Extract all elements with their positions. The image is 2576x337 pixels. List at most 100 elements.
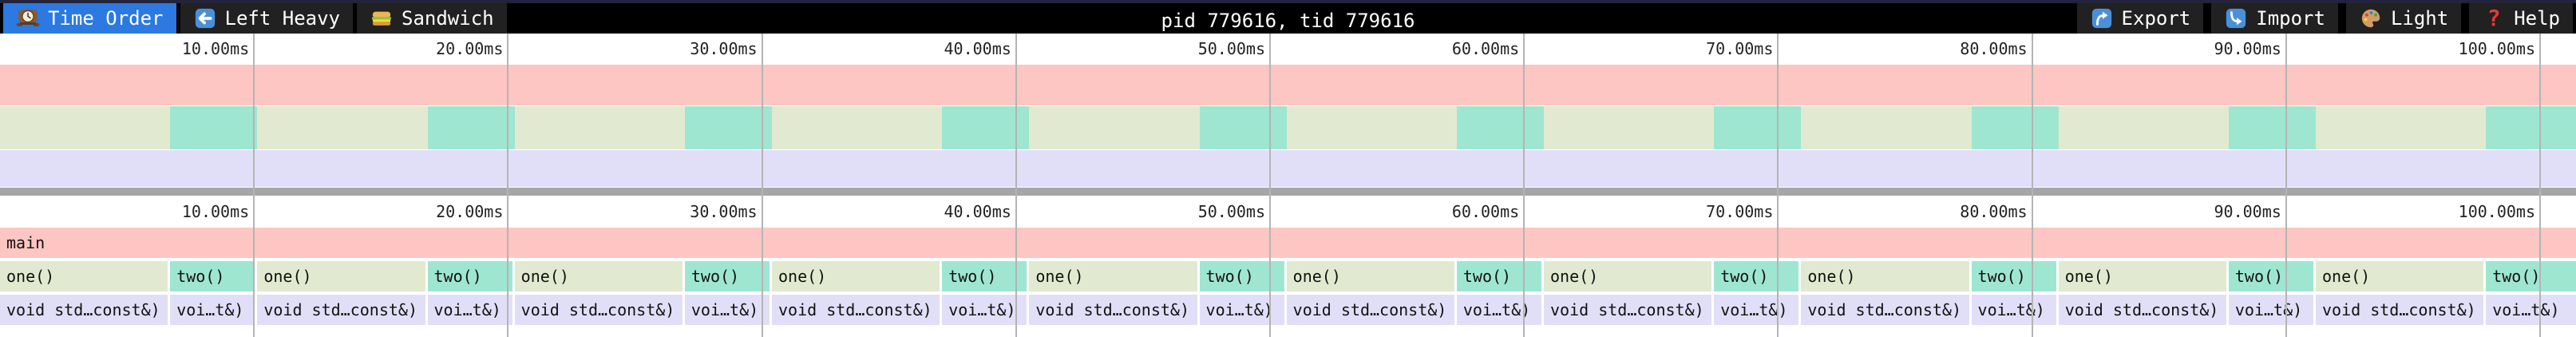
minimap-frame[interactable] — [2058, 150, 2229, 187]
minimap-frame[interactable] — [0, 150, 171, 187]
minimap-frame[interactable] — [1544, 106, 1715, 149]
flame-frame[interactable]: void std…const&) — [2058, 295, 2226, 325]
minimap-frame[interactable] — [2228, 150, 2317, 187]
minimap-frame[interactable] — [427, 150, 515, 187]
minimap-frame[interactable] — [772, 150, 943, 187]
flame-frame[interactable]: voi…t&) — [2486, 295, 2576, 325]
theme-toggle-button[interactable]: Light — [2345, 3, 2462, 34]
minimap-frame[interactable] — [2316, 106, 2487, 149]
flame-frame[interactable]: voi…t&) — [1714, 295, 1799, 325]
flame-frame[interactable]: one() — [1286, 261, 1454, 291]
minimap-frame[interactable] — [2058, 106, 2229, 149]
minimap-frame[interactable] — [1029, 150, 1200, 187]
minimap-frame[interactable] — [427, 106, 515, 149]
flame-frame[interactable]: void std…const&) — [1544, 295, 1712, 325]
export-button[interactable]: Export — [2076, 3, 2204, 34]
tick-label: 20.00ms — [436, 39, 504, 58]
minimap-frame[interactable] — [1714, 106, 1802, 149]
minimap-frame[interactable] — [170, 106, 258, 149]
flame-frame[interactable]: void std…const&) — [1286, 295, 1454, 325]
flame-frame[interactable]: voi…t&) — [427, 295, 512, 325]
import-button[interactable]: Import — [2211, 3, 2338, 34]
flame-frame[interactable]: one() — [257, 261, 425, 291]
help-button[interactable]: ? Help — [2469, 3, 2573, 34]
flame-frame[interactable]: voi…t&) — [942, 295, 1027, 325]
flame-frame[interactable]: one() — [2316, 261, 2484, 291]
minimap-frame[interactable] — [684, 106, 772, 149]
flame-frame[interactable]: voi…t&) — [1199, 295, 1284, 325]
minimap-depth-row — [0, 106, 2576, 150]
flame-frame[interactable]: voi…t&) — [170, 295, 255, 325]
flame-frame[interactable]: two() — [1199, 261, 1284, 291]
flame-frame[interactable]: two() — [942, 261, 1027, 291]
minimap-frame[interactable] — [1456, 150, 1545, 187]
flame-frame[interactable]: two() — [170, 261, 255, 291]
tick-label: 80.00ms — [1960, 202, 2028, 221]
minimap-frame[interactable] — [1029, 106, 1200, 149]
minimap-frame[interactable] — [942, 150, 1030, 187]
tab-time-order[interactable]: Time Order — [3, 3, 176, 34]
minimap-frame[interactable] — [1971, 150, 2059, 187]
minimap-frame[interactable] — [1199, 106, 1287, 149]
minimap-frame[interactable] — [257, 150, 428, 187]
tick-label: 90.00ms — [2214, 39, 2281, 58]
minimap-frame[interactable] — [2486, 106, 2576, 149]
flame-frame[interactable]: one() — [514, 261, 683, 291]
flame-frame[interactable]: one() — [772, 261, 940, 291]
flame-frame[interactable]: two() — [1714, 261, 1799, 291]
tab-sandwich[interactable]: Sandwich — [357, 3, 507, 34]
minimap-frame[interactable] — [1286, 106, 1457, 149]
flame-frame[interactable]: two() — [2486, 261, 2576, 291]
flamechart[interactable]: main one() two() one() two() one() two() one() t… — [0, 228, 2576, 337]
flame-frame[interactable]: voi…t&) — [684, 295, 770, 325]
minimap-frame[interactable] — [514, 106, 685, 149]
flame-frame[interactable]: one() — [2058, 261, 2226, 291]
flame-frame[interactable]: void std…const&) — [257, 295, 425, 325]
flame-frame[interactable]: voi…t&) — [2228, 295, 2314, 325]
tab-label: Left Heavy — [224, 7, 341, 30]
flame-frame[interactable]: main — [0, 228, 2576, 258]
minimap-frame[interactable] — [1801, 106, 1972, 149]
flame-frame[interactable]: two() — [427, 261, 512, 291]
minimap-frame[interactable] — [2228, 106, 2317, 149]
minimap-frame[interactable] — [1456, 106, 1545, 149]
minimap-frame[interactable] — [1199, 150, 1287, 187]
minimap[interactable] — [0, 65, 2576, 188]
minimap-frame[interactable] — [170, 150, 258, 187]
minimap-frame[interactable] — [772, 106, 943, 149]
flame-frame[interactable]: void std…const&) — [1801, 295, 1969, 325]
flame-frame[interactable]: void std…const&) — [514, 295, 683, 325]
flame-frame[interactable]: void std…const&) — [772, 295, 940, 325]
tab-left-heavy[interactable]: Left Heavy — [180, 3, 353, 34]
tick-label: 40.00ms — [944, 202, 1011, 221]
flame-frame[interactable]: voi…t&) — [1971, 295, 2056, 325]
flame-frame[interactable]: one() — [0, 261, 168, 291]
tick-label: 30.00ms — [690, 202, 758, 221]
minimap-frame[interactable] — [1971, 106, 2059, 149]
minimap-depth-row — [0, 150, 2576, 188]
minimap-frame[interactable] — [2486, 150, 2576, 187]
minimap-frame[interactable] — [1714, 150, 1802, 187]
minimap-frame[interactable] — [1801, 150, 1972, 187]
minimap-frame[interactable] — [2316, 150, 2487, 187]
minimap-frame[interactable] — [257, 106, 428, 149]
flame-frame[interactable]: two() — [1971, 261, 2056, 291]
flame-frame[interactable]: void std…const&) — [2316, 295, 2484, 325]
flame-frame[interactable]: void std…const&) — [0, 295, 168, 325]
flame-frame[interactable]: two() — [684, 261, 770, 291]
flame-frame[interactable]: void std…const&) — [1029, 295, 1197, 325]
flame-frame[interactable]: one() — [1029, 261, 1197, 291]
flame-frame[interactable]: two() — [1456, 261, 1542, 291]
minimap-frame[interactable] — [1286, 150, 1457, 187]
minimap-frame[interactable] — [0, 65, 2576, 105]
flame-frame[interactable]: voi…t&) — [1456, 295, 1542, 325]
minimap-divider — [0, 188, 2576, 196]
minimap-frame[interactable] — [514, 150, 685, 187]
flame-frame[interactable]: two() — [2228, 261, 2314, 291]
minimap-frame[interactable] — [0, 106, 171, 149]
minimap-frame[interactable] — [942, 106, 1030, 149]
minimap-frame[interactable] — [684, 150, 772, 187]
flame-frame[interactable]: one() — [1544, 261, 1712, 291]
flame-frame[interactable]: one() — [1801, 261, 1969, 291]
minimap-frame[interactable] — [1544, 150, 1715, 187]
